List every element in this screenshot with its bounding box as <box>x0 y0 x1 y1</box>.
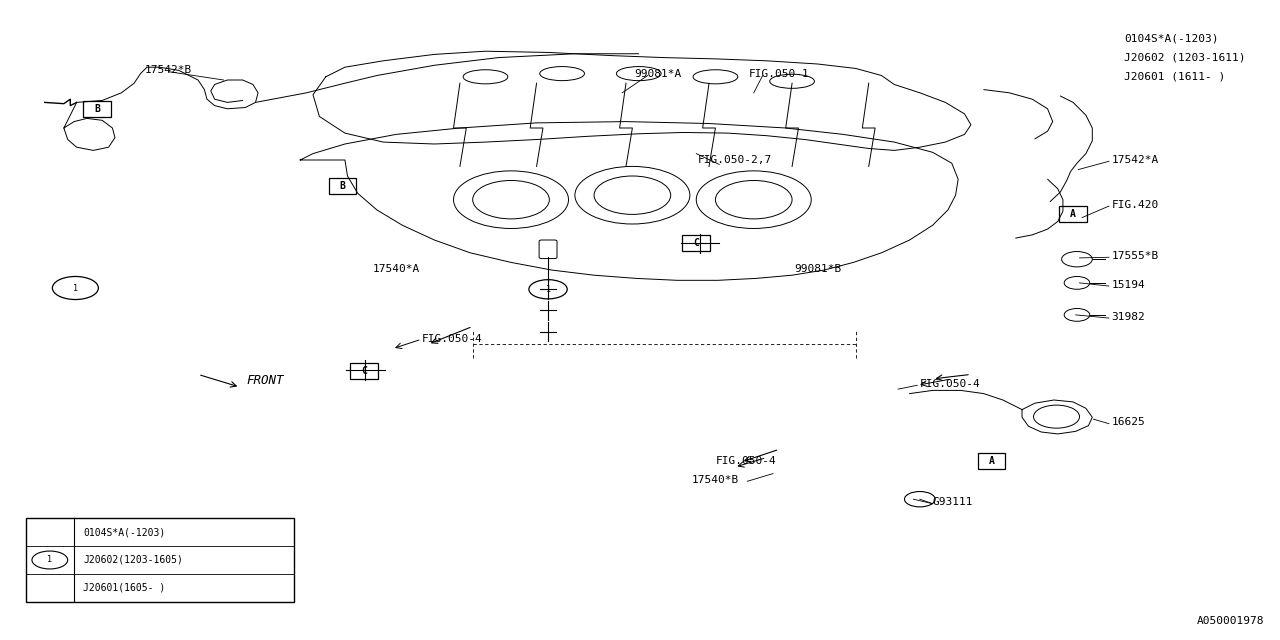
Bar <box>1060 206 1087 223</box>
Text: 17555*B: 17555*B <box>1111 251 1158 261</box>
Text: 99081*B: 99081*B <box>794 264 841 274</box>
Text: J20602 (1203-1611): J20602 (1203-1611) <box>1124 52 1245 63</box>
Text: 0104S*A(-1203): 0104S*A(-1203) <box>1124 33 1219 44</box>
Text: 16625: 16625 <box>1111 417 1146 428</box>
Text: FIG.050-4: FIG.050-4 <box>716 456 776 466</box>
Text: G93111: G93111 <box>933 497 973 508</box>
Text: A: A <box>988 456 995 466</box>
Text: A: A <box>1070 209 1076 220</box>
Bar <box>26 518 294 602</box>
Text: J20602(1203-1605): J20602(1203-1605) <box>83 555 183 565</box>
Text: A050001978: A050001978 <box>1197 616 1265 626</box>
Text: FRONT: FRONT <box>247 374 284 387</box>
Bar <box>83 100 111 117</box>
Text: 31982: 31982 <box>1111 312 1146 322</box>
Text: 1: 1 <box>47 556 52 564</box>
Bar <box>329 177 356 194</box>
Text: FIG.050-1: FIG.050-1 <box>749 68 810 79</box>
Text: 17542*A: 17542*A <box>1111 155 1158 165</box>
Text: B: B <box>95 104 100 114</box>
Text: 17540*A: 17540*A <box>372 264 420 274</box>
Text: 17540*B: 17540*B <box>691 475 739 485</box>
Text: 17542*B: 17542*B <box>145 65 192 76</box>
Text: J20601 (1611- ): J20601 (1611- ) <box>1124 72 1225 82</box>
Bar <box>351 363 378 380</box>
Text: FIG.050-4: FIG.050-4 <box>920 379 980 389</box>
Text: 0104S*A(-1203): 0104S*A(-1203) <box>83 527 165 537</box>
Text: C: C <box>361 366 367 376</box>
Bar <box>682 235 710 252</box>
Text: J20601(1605- ): J20601(1605- ) <box>83 583 165 593</box>
Text: 99081*A: 99081*A <box>635 68 681 79</box>
Text: B: B <box>339 180 346 191</box>
Text: FIG.050-4: FIG.050-4 <box>421 334 483 344</box>
Text: FIG.420: FIG.420 <box>1111 200 1158 210</box>
Text: C: C <box>694 238 699 248</box>
Text: 1: 1 <box>73 284 78 292</box>
Text: 1: 1 <box>545 285 550 294</box>
Text: FIG.050-2,7: FIG.050-2,7 <box>698 155 772 165</box>
Bar <box>978 452 1005 469</box>
Text: 15194: 15194 <box>1111 280 1146 290</box>
